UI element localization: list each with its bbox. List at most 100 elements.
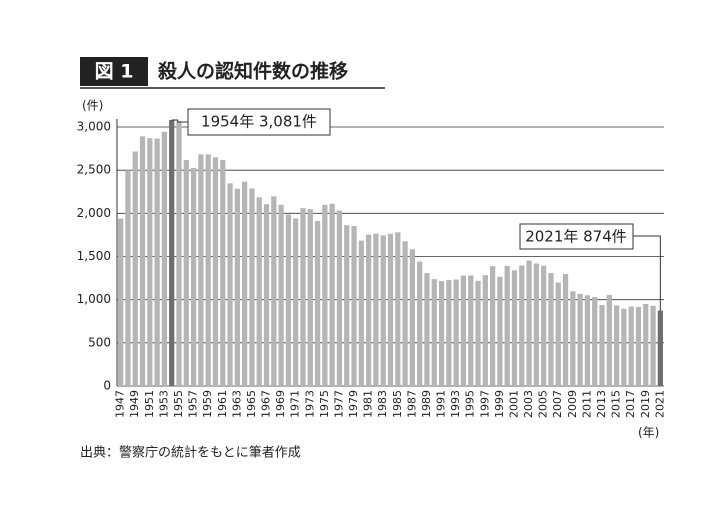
x-tick-label: 1987 bbox=[405, 390, 418, 418]
bar bbox=[497, 276, 503, 386]
bar bbox=[212, 157, 219, 386]
x-tick-label: 1985 bbox=[391, 390, 404, 418]
bar bbox=[395, 232, 401, 386]
bar bbox=[555, 282, 561, 386]
bar bbox=[293, 218, 299, 386]
bar bbox=[242, 181, 248, 386]
bar bbox=[570, 291, 576, 386]
bar bbox=[285, 214, 292, 386]
x-tick-label: 2007 bbox=[551, 390, 564, 418]
bar bbox=[227, 183, 233, 386]
bar bbox=[387, 233, 394, 386]
chart-title: 殺人の認知件数の推移 bbox=[157, 60, 348, 83]
bar bbox=[198, 154, 204, 386]
x-unit: (年) bbox=[638, 426, 659, 440]
bar bbox=[577, 293, 583, 386]
annotation-box bbox=[187, 108, 331, 136]
bar bbox=[511, 270, 518, 386]
bar bbox=[161, 131, 168, 386]
bar bbox=[628, 306, 634, 386]
x-tick-label: 1969 bbox=[274, 390, 287, 418]
y-tick-label: 3,000 bbox=[77, 120, 111, 134]
y-tick-label: 2,000 bbox=[77, 206, 111, 220]
x-tick-label: 1947 bbox=[114, 390, 127, 418]
x-tick-label: 1955 bbox=[172, 390, 185, 418]
bar bbox=[424, 273, 430, 386]
x-tick-label: 1989 bbox=[420, 390, 433, 418]
bar bbox=[417, 261, 423, 386]
source: 出典：警察庁の統計をもとに筆者作成 bbox=[80, 445, 301, 461]
x-tick-label: 1953 bbox=[157, 390, 170, 418]
y-tick-label: 1,500 bbox=[77, 249, 111, 263]
x-tick-label: 1977 bbox=[332, 390, 345, 418]
x-tick-label: 2003 bbox=[522, 390, 535, 418]
annotation: 1954年 3,081件 bbox=[201, 113, 317, 131]
bar bbox=[606, 295, 612, 386]
bar bbox=[249, 188, 255, 386]
x-tick-label: 1963 bbox=[230, 390, 243, 418]
bar bbox=[373, 233, 379, 386]
bar bbox=[526, 260, 532, 386]
bar bbox=[256, 197, 262, 386]
bar bbox=[541, 265, 547, 386]
x-tick-label: 1991 bbox=[435, 390, 448, 418]
x-tick-label: 2017 bbox=[624, 390, 637, 418]
bar bbox=[482, 275, 488, 386]
x-tick-label: 1995 bbox=[464, 390, 477, 418]
bar bbox=[300, 208, 306, 386]
bar bbox=[446, 280, 452, 386]
bar bbox=[431, 279, 437, 386]
bar bbox=[504, 265, 510, 386]
bar bbox=[147, 138, 153, 386]
bar bbox=[643, 303, 649, 386]
bar bbox=[635, 307, 642, 386]
bar bbox=[621, 308, 627, 386]
bar bbox=[125, 170, 131, 386]
x-tick-label: 1975 bbox=[318, 390, 331, 418]
annotation-box bbox=[519, 223, 634, 250]
bar bbox=[278, 204, 284, 386]
bar bbox=[220, 159, 226, 386]
bar bbox=[132, 151, 138, 386]
x-tick-label: 2005 bbox=[537, 390, 550, 418]
bar bbox=[344, 225, 350, 386]
bar bbox=[190, 167, 197, 386]
bar bbox=[657, 310, 663, 386]
y-tick-label: 500 bbox=[88, 335, 111, 349]
badge-box bbox=[80, 57, 148, 86]
x-tick-label: 2011 bbox=[580, 390, 593, 418]
bar bbox=[380, 235, 386, 386]
x-tick-label: 2021 bbox=[653, 390, 666, 418]
y-tick-label: 0 bbox=[103, 379, 111, 393]
bar bbox=[460, 275, 467, 386]
bar bbox=[336, 210, 343, 386]
x-tick-label: 2001 bbox=[507, 390, 520, 418]
bar bbox=[154, 138, 160, 386]
y-tick-label: 1,000 bbox=[77, 292, 111, 306]
bar bbox=[183, 160, 189, 386]
x-tick-label: 2015 bbox=[610, 390, 623, 418]
bar bbox=[322, 204, 328, 386]
bar bbox=[307, 209, 313, 386]
bar bbox=[592, 297, 598, 386]
annotation-leader bbox=[171, 119, 188, 123]
bar bbox=[263, 204, 270, 386]
bar bbox=[453, 279, 459, 386]
bar bbox=[599, 305, 605, 386]
x-tick-label: 1951 bbox=[143, 390, 156, 418]
x-tick-label: 1959 bbox=[201, 390, 214, 418]
bar bbox=[533, 263, 539, 386]
bar bbox=[468, 275, 474, 386]
x-tick-label: 1957 bbox=[187, 390, 200, 418]
bar bbox=[358, 240, 364, 386]
x-tick-label: 1993 bbox=[449, 390, 462, 418]
annotation: 2021年 874件 bbox=[525, 228, 627, 246]
y-tick-label: 2,500 bbox=[77, 163, 111, 177]
bar bbox=[169, 120, 175, 386]
x-tick-label: 1967 bbox=[260, 390, 273, 418]
x-tick-label: 1997 bbox=[478, 390, 491, 418]
bar bbox=[650, 305, 656, 386]
x-tick-label: 1965 bbox=[245, 390, 258, 418]
bar bbox=[351, 226, 357, 386]
bar bbox=[562, 274, 569, 386]
